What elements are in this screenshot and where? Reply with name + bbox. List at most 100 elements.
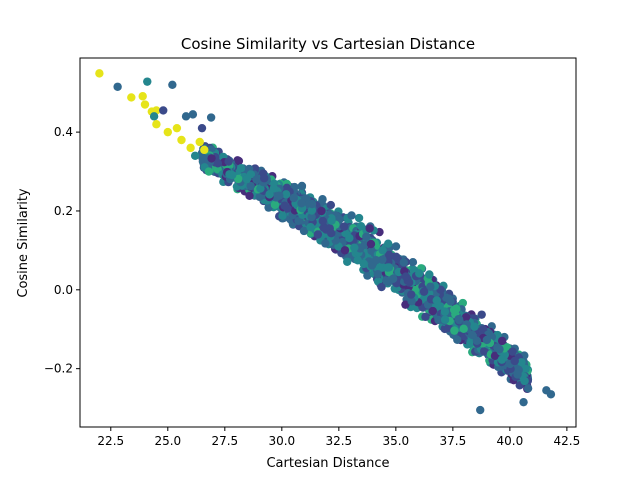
scatter-point [138, 92, 147, 101]
scatter-point [466, 338, 475, 348]
scatter-point [367, 246, 376, 256]
scatter-point [275, 191, 284, 200]
scatter-point [407, 290, 416, 299]
scatter-point [318, 216, 328, 226]
scatter-point [259, 174, 269, 183]
scatter-point [252, 175, 261, 184]
scatter-point [377, 282, 386, 292]
scatter-point [228, 170, 237, 180]
chart-title: Cosine Similarity vs Cartesian Distance [181, 35, 475, 53]
scatter-point [363, 271, 372, 280]
scatter-point [307, 199, 317, 209]
scatter-point [378, 245, 387, 255]
scatter-point [159, 106, 168, 115]
scatter-point [297, 199, 306, 208]
scatter-point [200, 145, 209, 155]
points-layer [95, 69, 556, 415]
scatter-point [520, 376, 529, 386]
scatter-point [188, 110, 198, 119]
scatter-point [213, 159, 223, 168]
scatter-point [444, 294, 454, 303]
scatter-point [327, 229, 336, 238]
scatter-point [152, 120, 161, 129]
scatter-point [236, 164, 246, 173]
scatter-point [391, 242, 401, 251]
scatter-point [407, 297, 416, 306]
scatter-point [297, 181, 307, 191]
scatter-point [546, 390, 556, 399]
scatter-point [270, 200, 280, 209]
scatter-point [206, 113, 216, 122]
scatter-point [366, 239, 376, 249]
scatter-point [327, 216, 336, 225]
scatter-point [495, 345, 504, 354]
scatter-point [454, 314, 463, 324]
x-tick-label: 35.0 [382, 434, 409, 448]
x-tick-label: 22.5 [97, 434, 124, 448]
scatter-point [470, 322, 479, 331]
scatter-point [280, 201, 289, 210]
scatter-point [163, 127, 172, 137]
scatter-point [281, 190, 291, 199]
scatter-point [519, 397, 528, 407]
y-axis-label: Cosine Similarity [16, 188, 31, 298]
scatter-point [461, 312, 471, 322]
scatter-point [113, 82, 122, 91]
scatter-point [269, 184, 279, 193]
x-tick-label: 27.5 [211, 434, 238, 448]
y-tick-label: 0.2 [54, 204, 73, 218]
x-tick-label: 40.0 [497, 434, 524, 448]
scatter-point [401, 272, 411, 281]
scatter-point [415, 269, 424, 278]
scatter-point [289, 193, 298, 203]
scatter-point [453, 335, 462, 344]
y-tick-label: 0.4 [54, 125, 73, 139]
scatter-point [234, 174, 243, 184]
scatter-point [353, 256, 362, 265]
scatter-point [307, 212, 316, 222]
scatter-point [508, 347, 517, 356]
scatter-point [326, 200, 336, 210]
scatter-point [224, 157, 233, 166]
scatter-point [340, 246, 350, 255]
scatter-point [321, 239, 330, 248]
plot-frame [79, 57, 577, 428]
scatter-point [378, 255, 387, 264]
scatter-point [513, 370, 522, 379]
scatter-point [186, 143, 195, 153]
y-axis-ticks: −0.2 0.0 0.2 0.4 [44, 125, 80, 376]
scatter-point [234, 156, 244, 166]
scatter-point [425, 270, 434, 279]
x-tick-label: 42.5 [554, 434, 581, 448]
scatter-point [149, 112, 159, 121]
scatter-point [523, 384, 533, 393]
scatter-point [383, 239, 393, 248]
scatter-point [408, 258, 418, 267]
scatter-point [245, 191, 254, 200]
scatter-point [497, 336, 507, 346]
scatter-point [95, 69, 104, 78]
scatter-point [419, 287, 429, 296]
scatter-point [432, 296, 441, 305]
scatter-point [195, 137, 204, 147]
scatter-point [388, 274, 398, 283]
scatter-point [472, 336, 482, 346]
scatter-point [365, 224, 374, 233]
scatter-point [343, 257, 352, 266]
scatter-point [127, 93, 136, 102]
scatter-point [168, 80, 177, 90]
x-axis-ticks: 22.5 25.0 27.5 30.0 32.5 35.0 37.5 40.0 42.5 [97, 427, 580, 448]
scatter-point [362, 232, 371, 241]
scatter-point [354, 213, 364, 223]
scatter-point [401, 300, 410, 309]
scatter-point [383, 263, 392, 272]
scatter-point [480, 347, 489, 356]
scatter-point [264, 203, 273, 212]
x-tick-label: 37.5 [439, 434, 466, 448]
scatter-point [459, 324, 468, 333]
scatter-point [197, 123, 207, 133]
y-tick-label: −0.2 [44, 362, 73, 376]
scatter-point [299, 226, 309, 236]
scatter-point [350, 243, 359, 252]
